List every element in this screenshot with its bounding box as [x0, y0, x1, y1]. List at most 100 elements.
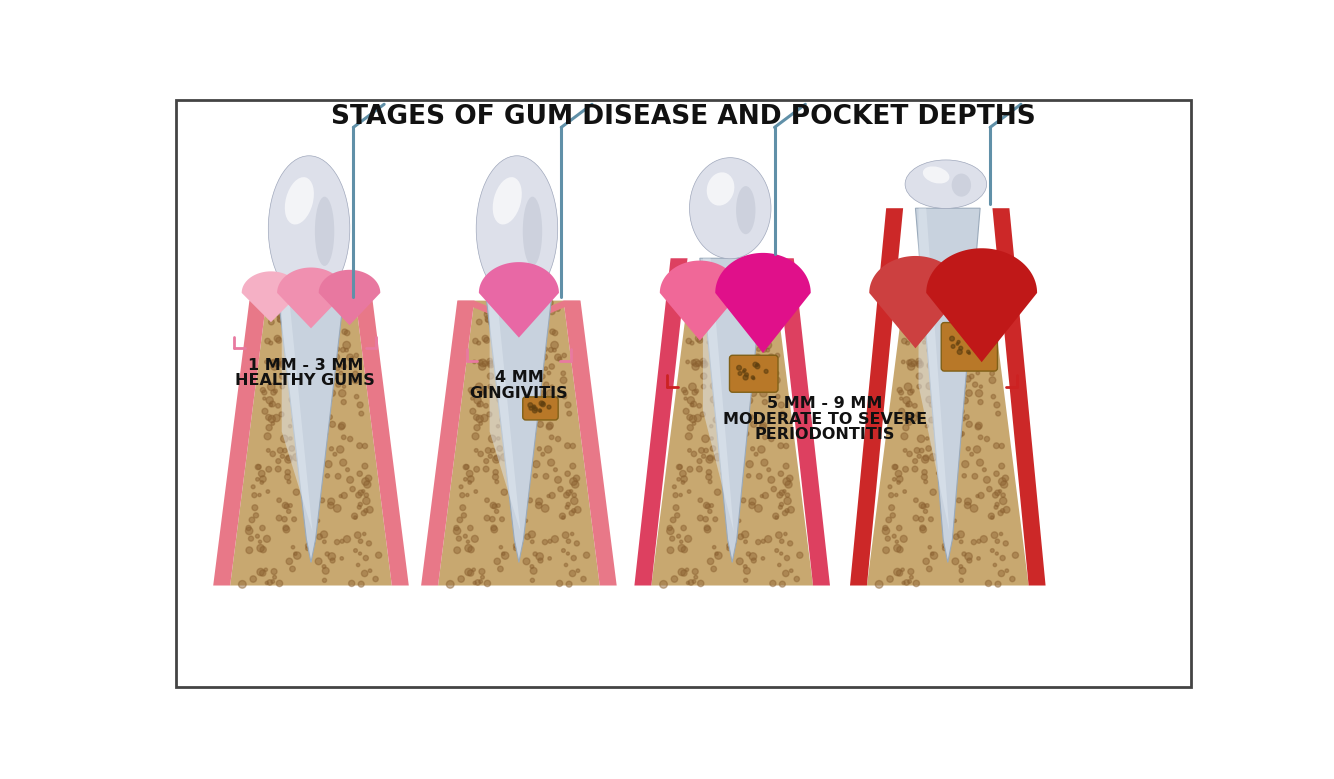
Circle shape — [995, 539, 999, 544]
Circle shape — [738, 519, 740, 523]
Circle shape — [507, 411, 512, 416]
Circle shape — [540, 374, 546, 379]
Circle shape — [735, 457, 742, 464]
Circle shape — [358, 402, 363, 408]
Circle shape — [566, 539, 571, 544]
Circle shape — [1000, 481, 1007, 488]
Circle shape — [538, 409, 542, 412]
Circle shape — [916, 384, 922, 389]
Circle shape — [271, 580, 275, 583]
Circle shape — [928, 313, 934, 319]
Circle shape — [938, 378, 944, 383]
Circle shape — [938, 391, 944, 398]
Circle shape — [287, 509, 291, 513]
Circle shape — [688, 383, 696, 390]
Circle shape — [571, 555, 576, 561]
Circle shape — [539, 410, 542, 412]
Circle shape — [938, 426, 943, 432]
Circle shape — [530, 340, 536, 347]
Circle shape — [964, 414, 968, 420]
Circle shape — [982, 348, 986, 352]
Circle shape — [359, 552, 362, 555]
Circle shape — [323, 540, 327, 544]
Circle shape — [942, 456, 948, 464]
Text: GINGIVITIS: GINGIVITIS — [470, 386, 568, 400]
Circle shape — [696, 404, 702, 408]
Circle shape — [959, 540, 963, 544]
Circle shape — [252, 505, 257, 510]
Circle shape — [979, 329, 984, 334]
Polygon shape — [213, 301, 267, 586]
Circle shape — [276, 337, 281, 344]
Circle shape — [743, 371, 744, 373]
Circle shape — [535, 502, 542, 509]
Circle shape — [352, 377, 359, 383]
Circle shape — [954, 534, 959, 540]
Circle shape — [939, 361, 946, 368]
Circle shape — [783, 478, 791, 485]
Circle shape — [468, 387, 474, 393]
Circle shape — [304, 456, 312, 464]
Circle shape — [259, 471, 265, 477]
Circle shape — [276, 404, 280, 408]
Circle shape — [787, 506, 794, 513]
Circle shape — [311, 449, 317, 456]
Circle shape — [542, 354, 547, 360]
Circle shape — [748, 375, 755, 382]
Circle shape — [667, 525, 672, 530]
Circle shape — [667, 527, 674, 534]
Polygon shape — [277, 267, 346, 328]
Circle shape — [522, 457, 528, 464]
Circle shape — [293, 489, 299, 495]
Circle shape — [511, 435, 514, 439]
Circle shape — [734, 300, 740, 307]
Circle shape — [952, 519, 956, 523]
Circle shape — [328, 553, 336, 560]
Polygon shape — [487, 301, 551, 562]
Circle shape — [674, 492, 678, 498]
Text: 1 MM - 3 MM: 1 MM - 3 MM — [248, 358, 363, 373]
Circle shape — [912, 404, 918, 408]
Circle shape — [550, 364, 555, 369]
Circle shape — [886, 536, 890, 541]
Circle shape — [939, 435, 943, 439]
Circle shape — [1000, 493, 1006, 497]
Circle shape — [320, 347, 325, 353]
FancyBboxPatch shape — [942, 323, 998, 371]
Circle shape — [991, 394, 995, 399]
Circle shape — [995, 581, 1000, 587]
Circle shape — [908, 569, 914, 575]
Circle shape — [696, 466, 702, 472]
Circle shape — [285, 340, 289, 344]
Circle shape — [938, 304, 944, 310]
Circle shape — [904, 383, 912, 390]
Circle shape — [340, 539, 344, 543]
Circle shape — [476, 403, 480, 407]
Circle shape — [926, 437, 928, 440]
Circle shape — [292, 313, 297, 319]
Circle shape — [507, 354, 511, 358]
FancyBboxPatch shape — [184, 597, 1183, 682]
Circle shape — [916, 301, 922, 306]
Circle shape — [276, 515, 281, 521]
Circle shape — [978, 308, 984, 315]
Circle shape — [315, 323, 321, 330]
Circle shape — [556, 580, 563, 587]
Circle shape — [899, 408, 904, 414]
Ellipse shape — [690, 157, 771, 259]
Circle shape — [731, 541, 736, 546]
Polygon shape — [870, 256, 962, 348]
Circle shape — [712, 351, 719, 358]
Circle shape — [277, 315, 284, 323]
Circle shape — [486, 319, 490, 322]
Circle shape — [883, 547, 890, 554]
Circle shape — [698, 498, 703, 502]
Circle shape — [706, 470, 711, 475]
Circle shape — [944, 492, 952, 499]
Circle shape — [563, 532, 568, 538]
Circle shape — [740, 498, 746, 502]
Circle shape — [707, 558, 714, 565]
Circle shape — [350, 486, 355, 492]
Circle shape — [527, 347, 534, 353]
Circle shape — [991, 353, 995, 358]
